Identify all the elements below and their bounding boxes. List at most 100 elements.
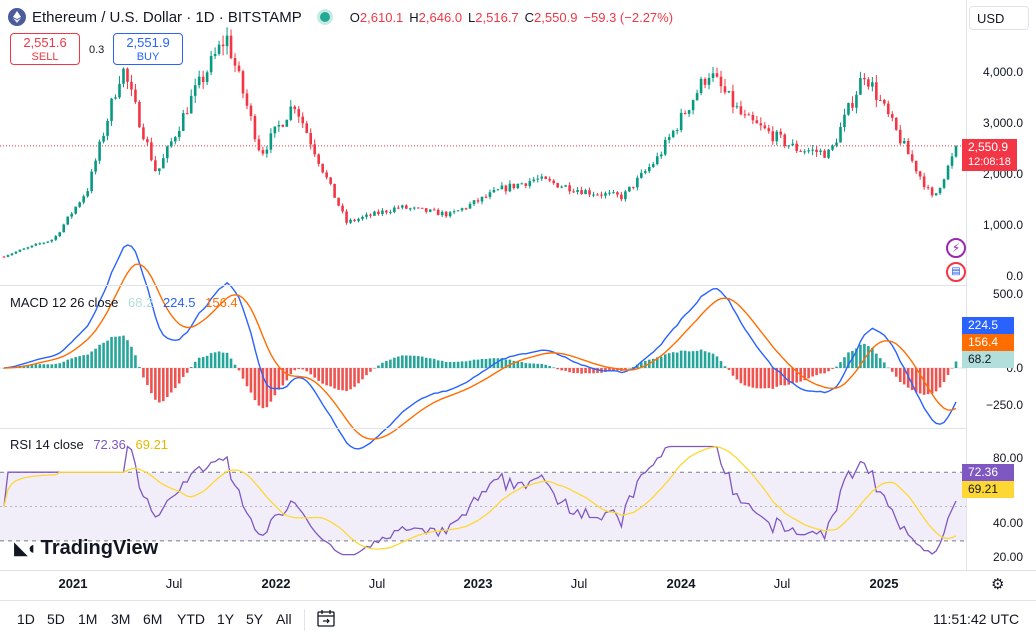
- candle: [906, 140, 910, 155]
- candle: [134, 89, 137, 102]
- candle: [612, 192, 615, 194]
- candle: [166, 146, 169, 159]
- macd-histogram-bar: [261, 368, 265, 409]
- currency-selector[interactable]: USD: [969, 6, 1029, 30]
- rsi-tick: 20.00: [992, 550, 1023, 564]
- macd-histogram-bar: [197, 357, 201, 368]
- macd-histogram-bar: [950, 368, 954, 369]
- candle: [265, 149, 269, 154]
- macd-histogram-bar: [890, 368, 894, 372]
- candle: [735, 106, 739, 108]
- macd-histogram-bar: [189, 367, 193, 368]
- buy-button[interactable]: 2,551.9 BUY: [113, 33, 183, 65]
- macd-histogram-bar: [130, 346, 133, 368]
- candle: [528, 181, 532, 186]
- price-tick: 3,000.0: [982, 116, 1023, 130]
- macd-histogram-bar: [492, 358, 496, 368]
- macd-histogram-bar: [142, 368, 145, 378]
- macd-histogram-bar: [313, 368, 316, 378]
- date-range-icon[interactable]: [316, 608, 336, 633]
- clock[interactable]: 11:51:42 UTC: [933, 611, 1020, 627]
- candle: [823, 150, 826, 158]
- last-price-tag: 2,550.9 12:08:18: [962, 139, 1017, 171]
- macd-histogram-bar: [353, 368, 356, 387]
- candle: [863, 78, 866, 80]
- candle: [791, 143, 794, 146]
- candle: [926, 187, 930, 189]
- sell-button[interactable]: 2,551.6 SELL: [10, 33, 80, 65]
- candle: [890, 114, 894, 118]
- timeframe-1m[interactable]: 1M: [78, 611, 98, 627]
- timeframe-all[interactable]: All: [276, 611, 292, 627]
- candle: [675, 130, 679, 132]
- timeframe-1d[interactable]: 1D: [17, 611, 35, 627]
- macd-histogram-bar: [277, 368, 281, 390]
- macd-histogram-bar: [711, 353, 715, 368]
- candle: [54, 236, 58, 240]
- macd-histogram-bar: [122, 335, 125, 368]
- macd-histogram-bar: [819, 368, 822, 374]
- candle: [333, 183, 336, 198]
- macd-histogram-bar: [229, 358, 233, 368]
- macd-histogram-bar: [424, 357, 428, 368]
- candle: [58, 232, 62, 237]
- macd-histogram-bar: [747, 368, 751, 387]
- timeframe-3m[interactable]: 3M: [111, 611, 131, 627]
- macd-histogram-bar: [333, 368, 336, 389]
- macd-histogram-bar: [847, 352, 850, 368]
- pane-separator[interactable]: [0, 428, 966, 429]
- macd-histogram-bar: [859, 344, 862, 368]
- macd-histogram-bar: [58, 363, 62, 368]
- macd-histogram-bar: [767, 368, 771, 389]
- macd-histogram-bar: [612, 368, 615, 371]
- macd-value-tag: 224.5: [962, 317, 1014, 334]
- macd-histogram-bar: [162, 368, 165, 402]
- chart-settings-icon[interactable]: ⚙: [991, 576, 1005, 593]
- candle: [855, 94, 858, 108]
- macd-histogram-bar: [707, 352, 711, 368]
- price-chart[interactable]: [0, 0, 966, 570]
- macd-histogram-bar: [640, 362, 643, 368]
- macd-histogram-bar: [755, 368, 759, 389]
- macd-histogram-bar: [185, 368, 189, 373]
- candle: [687, 110, 691, 114]
- alert-icon[interactable]: ⚡: [946, 238, 966, 258]
- candle: [225, 35, 229, 47]
- pane-separator[interactable]: [0, 285, 966, 286]
- candle: [50, 239, 54, 242]
- macd-histogram-bar: [309, 368, 313, 375]
- symbol-title[interactable]: Ethereum / U.S. Dollar · 1D · BITSTAMP: [32, 8, 302, 26]
- macd-histogram-bar: [811, 368, 814, 377]
- time-label: Jul: [773, 576, 791, 591]
- macd-histogram-bar: [508, 359, 512, 368]
- timeframe-5d[interactable]: 5D: [47, 611, 65, 627]
- macd-histogram-bar: [843, 357, 846, 368]
- macd-histogram-bar: [659, 356, 663, 368]
- candle: [468, 204, 472, 209]
- macd-histogram-bar: [815, 368, 818, 376]
- candle: [365, 214, 368, 217]
- macd-histogram-bar: [795, 368, 798, 383]
- candle: [26, 247, 30, 249]
- candle: [325, 172, 328, 178]
- candle: [767, 128, 771, 132]
- timeframe-6m[interactable]: 6M: [143, 611, 163, 627]
- candle: [424, 208, 428, 212]
- macd-histogram-bar: [381, 362, 384, 368]
- flag-icon[interactable]: ▤: [946, 262, 966, 282]
- macd-histogram-bar: [281, 368, 285, 386]
- macd-histogram-bar: [289, 368, 293, 375]
- candle: [755, 120, 759, 124]
- candle: [181, 113, 185, 131]
- timeframe-1y[interactable]: 1Y: [217, 611, 235, 627]
- timeframe-5y[interactable]: 5Y: [246, 611, 264, 627]
- candle: [763, 125, 767, 129]
- candle: [341, 205, 344, 212]
- timeframe-ytd[interactable]: YTD: [177, 611, 205, 627]
- candle: [150, 142, 153, 161]
- candle: [82, 196, 85, 203]
- candle: [349, 219, 352, 223]
- macd-histogram-bar: [412, 355, 416, 368]
- candle: [647, 166, 651, 172]
- macd-histogram-bar: [584, 368, 587, 374]
